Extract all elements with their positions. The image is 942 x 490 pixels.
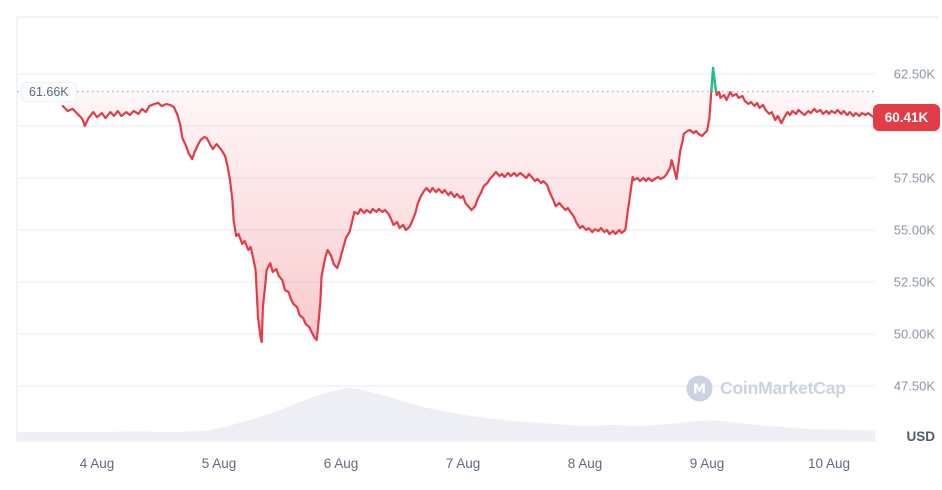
currency-unit-label: USD xyxy=(906,429,935,444)
watermark: M CoinMarketCap xyxy=(686,375,846,402)
y-axis-label: 50.00K xyxy=(893,326,935,342)
x-axis-label: 4 Aug xyxy=(79,456,115,471)
coinmarketcap-logo-icon: M xyxy=(686,375,713,402)
y-axis-label: 62.50K xyxy=(893,66,935,82)
y-axis-label: 55.00K xyxy=(893,222,935,238)
x-axis-label: 9 Aug xyxy=(689,456,725,471)
x-axis-label: 10 Aug xyxy=(807,456,851,471)
x-axis-label: 5 Aug xyxy=(201,456,237,471)
watermark-text: CoinMarketCap xyxy=(720,378,846,398)
x-axis-label: 8 Aug xyxy=(567,456,603,471)
x-axis-label: 6 Aug xyxy=(323,456,359,471)
volume-area xyxy=(16,388,875,441)
svg-text:M: M xyxy=(693,383,706,398)
y-axis-label: 47.50K xyxy=(893,378,935,394)
y-axis-label: 52.50K xyxy=(893,274,935,290)
x-axis-label: 7 Aug xyxy=(445,456,481,471)
baseline-price-label: 61.66K xyxy=(21,81,77,102)
y-axis-label: 57.50K xyxy=(893,170,935,186)
current-price-badge: 60.41K xyxy=(873,103,940,131)
price-line xyxy=(61,66,876,344)
